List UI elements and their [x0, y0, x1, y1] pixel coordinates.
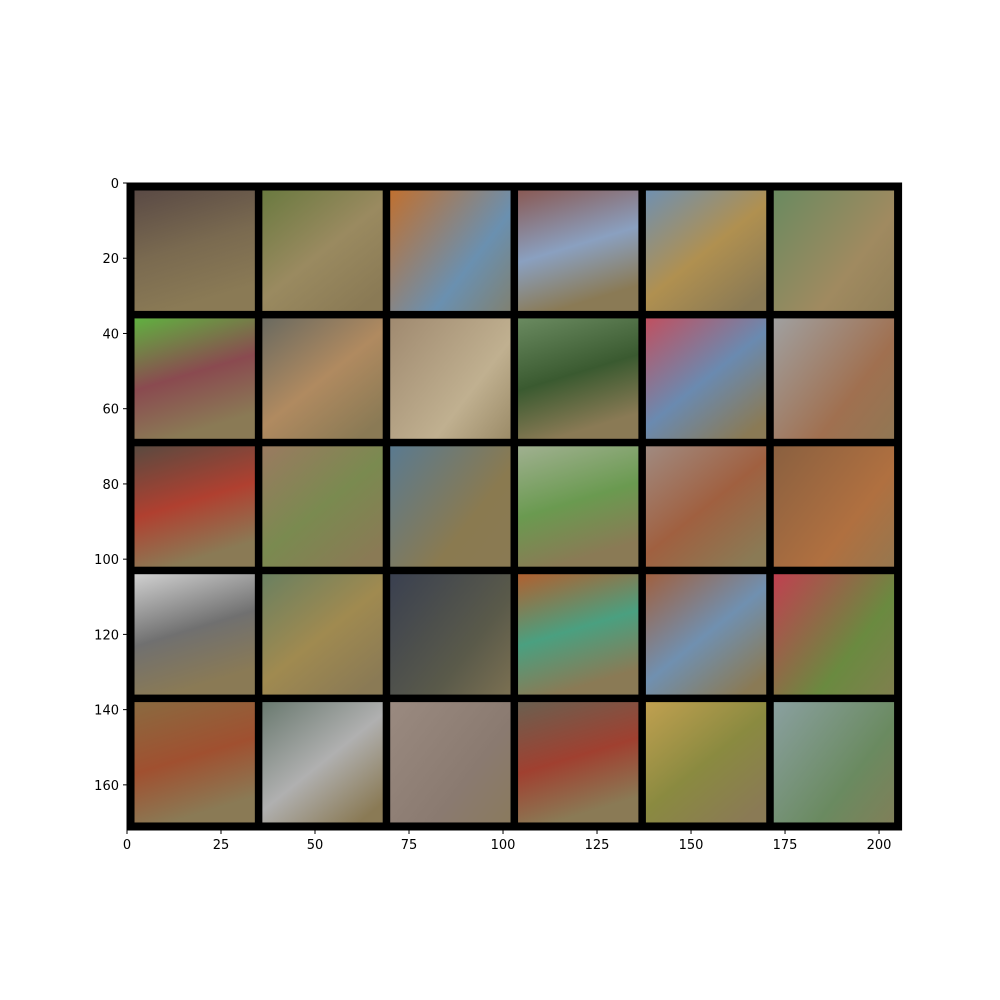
image-tile	[773, 318, 895, 439]
x-tick-label: 0	[123, 838, 131, 853]
image-tile	[645, 318, 767, 439]
image-tile	[518, 446, 639, 567]
image-tile	[134, 446, 255, 567]
x-tick-label: 150	[679, 838, 704, 853]
x-tick-label: 50	[307, 838, 324, 853]
x-tick-label: 175	[773, 838, 798, 853]
x-tick-label: 100	[491, 838, 516, 853]
image-tile	[518, 574, 639, 695]
image-background	[127, 183, 902, 830]
image-tile	[518, 190, 639, 311]
image-tile	[645, 190, 767, 311]
x-tick-label: 25	[213, 838, 230, 853]
image-tile	[518, 702, 639, 823]
image-tile	[645, 446, 767, 567]
image-tile	[134, 702, 255, 823]
x-tick-label: 125	[585, 838, 610, 853]
y-tick-label: 160	[94, 779, 119, 794]
image-tile	[390, 190, 511, 311]
image-tile	[134, 190, 255, 311]
y-tick-label: 0	[111, 177, 119, 192]
y-tick-label: 20	[102, 252, 119, 267]
y-tick-label: 140	[94, 704, 119, 719]
image-tile	[645, 574, 767, 695]
image-tile	[262, 702, 383, 823]
axes-frame	[126, 182, 903, 831]
image-tile	[773, 702, 895, 823]
image-tile	[773, 190, 895, 311]
image-tile	[518, 318, 639, 439]
image-tile	[645, 702, 767, 823]
image-tile	[390, 702, 511, 823]
image-tile	[390, 574, 511, 695]
x-tick-label: 75	[401, 838, 418, 853]
image-tile	[134, 318, 255, 439]
y-tick-label: 40	[102, 327, 119, 342]
image-tile	[262, 446, 383, 567]
x-tick-label: 200	[867, 838, 892, 853]
image-tile	[390, 318, 511, 439]
y-tick-label: 120	[94, 628, 119, 643]
image-tile	[262, 190, 383, 311]
image-tile	[773, 446, 895, 567]
y-tick-label: 60	[102, 403, 119, 418]
image-tile	[262, 318, 383, 439]
y-tick-label: 100	[94, 553, 119, 568]
image-tile	[390, 446, 511, 567]
image-tile	[773, 574, 895, 695]
image-tile	[262, 574, 383, 695]
y-tick-label: 80	[102, 478, 119, 493]
image-tile	[134, 574, 255, 695]
